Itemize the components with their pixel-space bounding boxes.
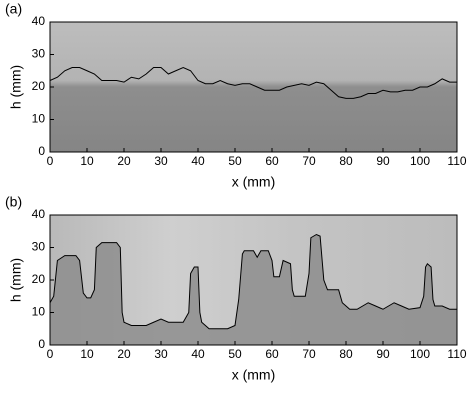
x-tick-label: 100	[410, 154, 430, 168]
x-tick-label: 100	[410, 347, 430, 361]
y-tick-label: 10	[32, 112, 46, 126]
y-tick-label: 40	[32, 14, 46, 28]
x-tick-label: 30	[154, 347, 168, 361]
x-tick-label: 80	[339, 154, 353, 168]
y-tick-label: 0	[38, 337, 45, 351]
x-tick-label: 20	[117, 154, 131, 168]
x-tick-label: 50	[228, 154, 242, 168]
y-tick-label: 40	[32, 207, 46, 221]
x-tick-label: 30	[154, 154, 168, 168]
x-tick-label: 10	[80, 347, 94, 361]
y-tick-label: 20	[32, 79, 46, 93]
x-tick-label: 20	[117, 347, 131, 361]
x-tick-label: 90	[376, 154, 390, 168]
x-tick-label: 60	[265, 154, 279, 168]
y-tick-label: 30	[32, 47, 46, 61]
x-tick-label: 50	[228, 347, 242, 361]
x-tick-label: 60	[265, 347, 279, 361]
x-tick-label: 0	[47, 154, 54, 168]
x-tick-label: 70	[302, 347, 316, 361]
y-axis-label: h (mm)	[8, 65, 24, 109]
y-tick-label: 0	[38, 144, 45, 158]
image-region	[50, 234, 457, 345]
panel-label: (b)	[5, 194, 22, 210]
y-axis-label: h (mm)	[8, 258, 24, 302]
x-tick-label: 80	[339, 347, 353, 361]
x-tick-label: 90	[376, 347, 390, 361]
y-tick-label: 20	[32, 272, 46, 286]
panel-label: (a)	[5, 1, 22, 17]
x-axis-label: x (mm)	[232, 367, 276, 383]
image-background	[50, 22, 457, 152]
x-tick-label: 40	[191, 347, 205, 361]
x-axis-label: x (mm)	[232, 174, 276, 190]
x-tick-label: 10	[80, 154, 94, 168]
y-tick-label: 10	[32, 305, 46, 319]
x-tick-label: 0	[47, 347, 54, 361]
contour-line	[49, 233, 457, 330]
x-tick-label: 70	[302, 154, 316, 168]
contour-line	[49, 66, 457, 99]
x-tick-label: 110	[447, 154, 466, 168]
x-tick-label: 40	[191, 154, 205, 168]
y-tick-label: 30	[32, 240, 46, 254]
x-tick-label: 110	[447, 347, 466, 361]
